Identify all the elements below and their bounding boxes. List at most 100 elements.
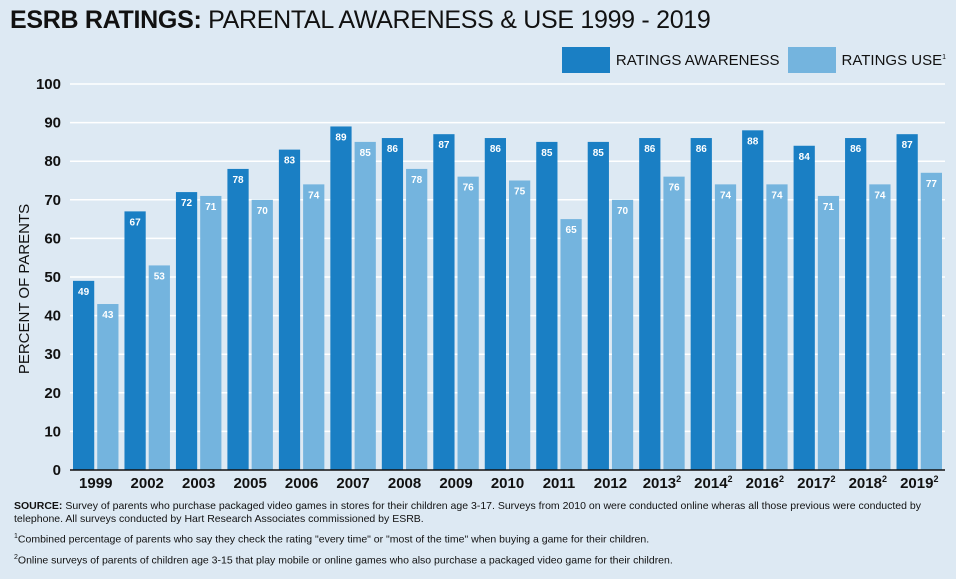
- bar-label-awareness-2011: 85: [541, 148, 553, 159]
- footnote-2-text: Online surveys of parents of children ag…: [17, 554, 673, 566]
- bar-label-use-2003: 71: [205, 202, 217, 213]
- bar-label-use-2007: 85: [360, 148, 372, 159]
- x-tick-label-2005: 2005: [233, 475, 266, 492]
- legend-label-use: RATINGS USE1: [842, 52, 946, 69]
- chart-title: ESRB RATINGS: PARENTAL AWARENESS & USE 1…: [10, 6, 711, 35]
- x-tick-label-2014: 20142: [694, 474, 732, 492]
- legend-superscript-use: 1: [942, 53, 946, 61]
- bar-use-2007: [354, 141, 376, 470]
- bar-awareness-2010: [484, 138, 506, 471]
- y-tick-label-10: 10: [44, 423, 61, 440]
- bar-label-use-1999: 43: [102, 310, 114, 321]
- x-tick-label-2019: 20192: [900, 474, 938, 492]
- y-tick-label-70: 70: [44, 192, 61, 209]
- bar-use-2003: [200, 195, 222, 470]
- bar-label-use-2012: 70: [617, 206, 629, 217]
- x-tick-label-1999: 1999: [79, 475, 112, 492]
- chart-title-bold: ESRB RATINGS:: [10, 6, 202, 34]
- bar-label-awareness-2002: 67: [130, 217, 142, 228]
- x-tick-label-2006: 2006: [285, 475, 318, 492]
- x-tick-label-2008: 2008: [388, 475, 421, 492]
- bar-label-use-2011: 65: [566, 225, 578, 236]
- bar-use-2006: [303, 184, 325, 471]
- bar-label-awareness-2012: 85: [593, 148, 605, 159]
- bar-awareness-2014: [690, 138, 712, 471]
- bar-awareness-2009: [433, 134, 455, 470]
- bar-awareness-2017: [793, 145, 815, 470]
- bar-label-awareness-1999: 49: [78, 287, 90, 298]
- legend-text-awareness: RATINGS AWARENESS: [615, 51, 780, 69]
- bar-label-use-2016: 74: [771, 190, 783, 201]
- bar-label-use-2002: 53: [154, 271, 166, 282]
- chart-title-rest: PARENTAL AWARENESS & USE 1999 - 2019: [208, 6, 711, 34]
- bar-use-2002: [148, 265, 170, 470]
- bar-label-awareness-2005: 78: [232, 175, 244, 186]
- bar-awareness-2008: [381, 138, 404, 471]
- y-tick-label-100: 100: [36, 76, 61, 93]
- footnote-source-text: Survey of parents who purchase packaged …: [14, 500, 921, 525]
- bar-use-2011: [560, 219, 582, 470]
- bar-awareness-2011: [536, 141, 558, 470]
- y-tick-label-90: 90: [44, 115, 61, 132]
- bar-awareness-2005: [227, 168, 249, 471]
- bar-use-2016: [766, 184, 788, 471]
- footnotes: SOURCE: Survey of parents who purchase p…: [14, 500, 944, 571]
- bar-label-awareness-2013: 86: [644, 144, 656, 155]
- bar-label-use-2008: 78: [411, 175, 423, 186]
- y-tick-label-80: 80: [44, 153, 61, 170]
- x-tick-label-2016: 20162: [746, 474, 784, 492]
- y-tick-label-0: 0: [53, 462, 61, 479]
- y-tick-label-50: 50: [44, 269, 61, 286]
- bar-use-2014: [714, 184, 737, 471]
- y-tick-label-40: 40: [44, 308, 61, 325]
- footnote-source: SOURCE: Survey of parents who purchase p…: [14, 500, 944, 526]
- legend-text-use: RATINGS USE: [841, 51, 943, 69]
- legend: RATINGS AWARENESS RATINGS USE1: [561, 47, 946, 73]
- bar-label-awareness-2010: 86: [490, 144, 502, 155]
- bar-use-2019: [920, 172, 942, 470]
- x-tick-label-2012: 2012: [594, 475, 627, 492]
- bar-awareness-1999: [73, 280, 95, 470]
- bar-label-awareness-2003: 72: [181, 198, 193, 209]
- y-axis-label: PERCENT OF PARENTS: [16, 204, 33, 374]
- x-tick-label-2010: 2010: [491, 475, 524, 492]
- bar-use-2013: [663, 176, 685, 470]
- bar-label-awareness-2018: 86: [850, 144, 862, 155]
- bar-label-awareness-2008: 86: [387, 144, 399, 155]
- x-tick-label-2002: 2002: [131, 475, 164, 492]
- bar-chart: 0 10 20 30 40 50 60 70 80 90 100 PERCENT OF PARENTS…: [16, 76, 945, 492]
- legend-label-awareness: RATINGS AWARENESS: [616, 52, 780, 69]
- bar-label-use-2006: 74: [308, 190, 320, 201]
- y-tick-label-30: 30: [44, 346, 61, 363]
- bar-awareness-2003: [175, 192, 198, 470]
- bar-label-awareness-2006: 83: [284, 156, 296, 167]
- bar-awareness-2007: [330, 126, 352, 471]
- bar-label-use-2009: 76: [463, 183, 475, 194]
- bar-use-2009: [457, 176, 479, 470]
- bar-use-1999: [97, 304, 119, 470]
- footnote-1-text: Combined percentage of parents who say t…: [17, 533, 650, 546]
- x-tick-label-2017: 20172: [797, 474, 835, 492]
- bar-use-2017: [817, 195, 840, 470]
- bar-label-use-2014: 74: [720, 190, 732, 201]
- bar-awareness-2002: [124, 211, 146, 470]
- legend-swatch-use: [787, 47, 836, 73]
- x-tick-label-2013: 20132: [643, 474, 681, 492]
- x-tick-label-2018: 20182: [849, 474, 887, 492]
- bar-label-use-2013: 76: [668, 183, 680, 194]
- bar-label-awareness-2007: 89: [335, 132, 347, 143]
- footnote-2-marker: 2: [14, 553, 18, 561]
- bar-awareness-2006: [278, 149, 301, 470]
- bar-label-awareness-2016: 88: [747, 136, 759, 147]
- x-tick-label-2011: 2011: [543, 475, 576, 492]
- x-tick-label-2007: 2007: [336, 475, 369, 492]
- footnote-1-marker: 1: [14, 533, 18, 540]
- footnote-1: 1Combined percentage of parents who say …: [14, 530, 944, 547]
- x-tick-label-2009: 2009: [439, 475, 472, 492]
- bar-use-2018: [869, 184, 891, 471]
- bar-label-awareness-2019: 87: [902, 140, 914, 151]
- bar-label-use-2010: 75: [514, 187, 526, 198]
- legend-swatch-awareness: [561, 47, 610, 73]
- bar-use-2010: [509, 180, 531, 470]
- bar-label-use-2005: 70: [257, 206, 269, 217]
